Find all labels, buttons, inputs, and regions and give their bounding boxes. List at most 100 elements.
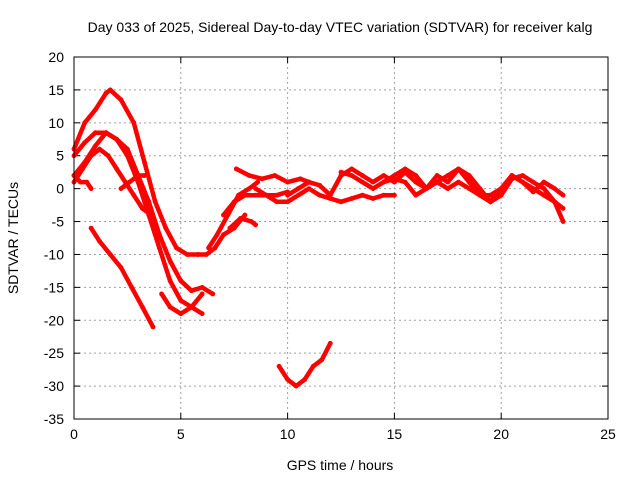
data-point	[150, 324, 156, 330]
data-point	[370, 186, 376, 192]
data-point	[148, 212, 154, 218]
data-point	[88, 153, 94, 159]
data-point	[253, 222, 258, 228]
data-point	[560, 192, 566, 198]
data-point	[233, 166, 239, 172]
data-point	[131, 192, 137, 198]
data-point	[159, 291, 165, 297]
data-point	[105, 153, 111, 159]
data-point	[174, 245, 179, 251]
data-point	[88, 186, 94, 192]
data-point	[327, 196, 333, 201]
data-point	[456, 179, 461, 185]
data-point	[274, 192, 280, 198]
data-point	[82, 120, 88, 126]
data-point	[184, 252, 190, 257]
data-point	[298, 176, 303, 182]
data-point	[127, 179, 132, 185]
data-point	[445, 179, 451, 185]
data-point	[167, 258, 173, 264]
data-point	[413, 192, 419, 198]
data-point	[210, 291, 216, 297]
x-tick-label: 5	[177, 426, 185, 442]
data-point	[253, 192, 258, 198]
data-point	[381, 192, 387, 198]
data-point	[424, 186, 429, 192]
series-arc-15	[338, 166, 566, 224]
data-point	[381, 179, 387, 185]
data-point	[477, 192, 483, 198]
data-point	[107, 252, 113, 257]
data-point	[242, 212, 248, 218]
data-point	[189, 304, 194, 310]
y-axis-label: SDTVAR / TECUs	[5, 182, 21, 294]
data-point	[167, 278, 173, 284]
data-point	[88, 225, 94, 231]
data-point	[402, 179, 408, 185]
y-tick-label: -20	[44, 312, 64, 328]
chart-title: Day 033 of 2025, Sidereal Day-to-day VTE…	[88, 19, 593, 35]
data-series	[71, 87, 566, 389]
data-point	[466, 186, 472, 192]
data-point	[338, 199, 344, 205]
series-line	[338, 166, 566, 224]
data-point	[293, 383, 299, 389]
data-point	[103, 90, 109, 96]
data-point	[327, 340, 333, 346]
data-point	[246, 186, 252, 192]
data-point	[434, 179, 440, 185]
data-point	[295, 192, 301, 198]
data-point	[135, 179, 141, 185]
data-point	[84, 179, 90, 185]
data-point	[199, 285, 205, 290]
data-point	[157, 245, 162, 251]
data-point	[97, 146, 102, 152]
series-arc-9	[206, 179, 261, 251]
data-point	[103, 130, 109, 136]
data-point	[221, 212, 226, 218]
data-point	[552, 199, 557, 205]
series-arc-11	[227, 215, 258, 231]
series-line	[227, 216, 258, 231]
data-point	[306, 186, 312, 192]
series-line	[206, 179, 260, 251]
data-point	[142, 159, 147, 165]
data-point	[78, 179, 83, 185]
data-point	[560, 206, 566, 211]
data-point	[310, 363, 316, 369]
data-point	[263, 192, 269, 198]
data-point	[509, 173, 515, 178]
data-point	[349, 166, 355, 172]
series-line	[71, 130, 205, 316]
data-point	[221, 232, 226, 238]
data-point	[434, 173, 440, 178]
data-point	[199, 291, 205, 297]
data-point	[118, 186, 124, 192]
data-point	[157, 232, 162, 238]
data-point	[118, 265, 124, 270]
data-point	[541, 179, 547, 185]
data-point	[212, 245, 218, 251]
data-point	[242, 192, 248, 198]
x-tick-label: 25	[600, 426, 616, 442]
data-point	[118, 97, 124, 103]
data-point	[142, 173, 147, 178]
y-tick-label: 10	[48, 115, 64, 131]
data-point	[285, 179, 290, 185]
y-tick-label: 15	[48, 82, 64, 98]
data-point	[167, 304, 173, 310]
data-point	[520, 173, 525, 178]
data-point	[140, 304, 145, 310]
series-arc-16	[381, 173, 566, 211]
data-point	[146, 199, 152, 205]
data-point	[199, 311, 205, 317]
data-point	[552, 186, 557, 192]
data-point	[445, 186, 451, 192]
y-tick-label: 0	[56, 181, 64, 197]
data-point	[445, 173, 451, 178]
series-arc-8	[159, 291, 205, 317]
x-tick-label: 10	[280, 426, 296, 442]
data-point	[302, 377, 308, 382]
data-point	[306, 179, 312, 185]
data-point	[178, 298, 184, 303]
